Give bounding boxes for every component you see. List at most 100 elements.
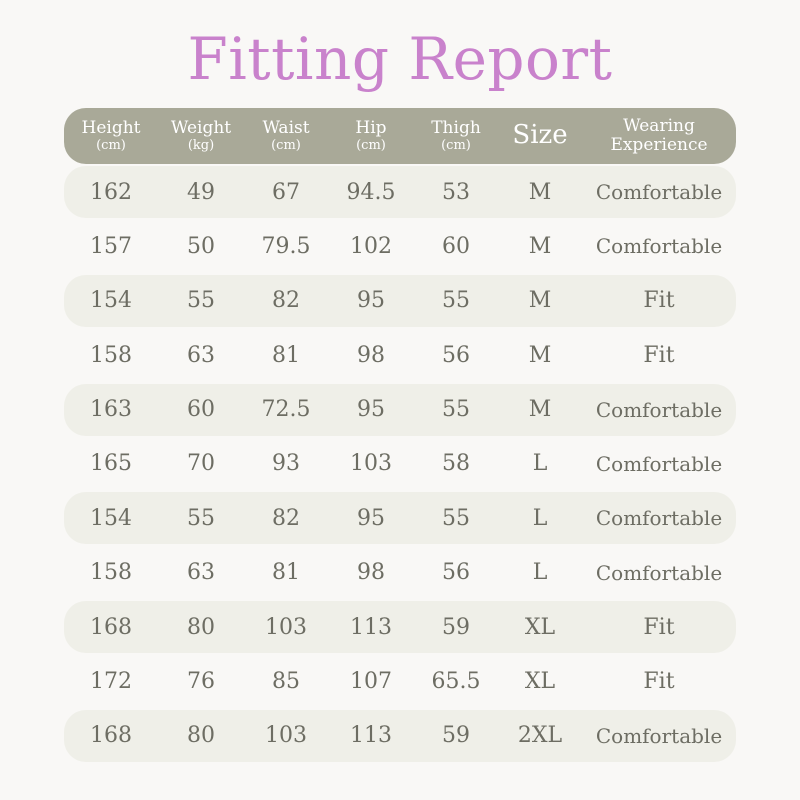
cell-waist: 81 [272, 342, 300, 368]
table-row: 168 80 103 113 59 XL Fit [64, 601, 736, 654]
cell-weight: 55 [187, 288, 215, 314]
cell-size: M [528, 342, 552, 368]
table-row: 158 63 81 98 56 L Comfortable [64, 547, 736, 599]
cell-thigh: 60 [442, 233, 470, 259]
header-thigh-unit: (cm) [441, 137, 471, 153]
cell-waist: 72.5 [261, 397, 311, 423]
cell-size: L [532, 451, 548, 477]
cell-thigh: 55 [442, 397, 470, 423]
cell-waist: 93 [272, 451, 300, 477]
cell-experience: Fit [643, 342, 675, 368]
cell-height: 168 [90, 614, 132, 640]
cell-height: 165 [90, 451, 132, 477]
cell-thigh: 58 [442, 451, 470, 477]
cell-height: 163 [90, 397, 132, 423]
cell-weight: 80 [187, 723, 215, 749]
cell-waist: 85 [272, 669, 300, 695]
cell-height: 168 [90, 723, 132, 749]
table-row: 163 60 72.5 95 55 M Comfortable [64, 383, 736, 436]
cell-size: M [528, 397, 552, 423]
table-row: 172 76 85 107 65.5 XL Fit [64, 656, 736, 708]
cell-waist: 82 [272, 505, 300, 531]
header-thigh-label: Thigh [431, 117, 481, 138]
cell-size: XL [524, 669, 556, 695]
cell-experience: Comfortable [595, 397, 723, 422]
header-height: Height (cm) [64, 117, 158, 153]
table-row: 162 49 67 94.5 53 M Comfortable [64, 166, 736, 218]
cell-height: 157 [90, 233, 132, 259]
page-title: Fitting Report [187, 25, 613, 93]
cell-waist: 82 [272, 288, 300, 314]
cell-hip: 98 [357, 560, 385, 586]
header-thigh: Thigh (cm) [414, 117, 498, 153]
table-body: 162 49 67 94.5 53 M Comfortable 157 50 79.5 102 60 M… [64, 166, 736, 762]
cell-experience: Fit [643, 614, 675, 640]
cell-thigh: 65.5 [431, 669, 481, 695]
cell-thigh: 53 [442, 179, 470, 205]
cell-height: 154 [90, 288, 132, 314]
table-header: Height (cm) Weight (kg) Waist (cm) Hip (… [64, 108, 736, 164]
cell-size: XL [524, 614, 556, 640]
table-row: 168 80 103 113 59 2XL Comfortable [64, 709, 736, 762]
cell-hip: 102 [350, 233, 392, 259]
cell-weight: 76 [187, 669, 215, 695]
header-weight-unit: (kg) [187, 137, 215, 153]
header-height-label: Height [81, 117, 141, 138]
header-waist: Waist (cm) [244, 117, 328, 153]
header-wearing-label: Wearing [623, 116, 695, 136]
cell-waist: 103 [265, 723, 307, 749]
table-row: 158 63 81 98 56 M Fit [64, 329, 736, 381]
cell-weight: 50 [187, 233, 215, 259]
cell-hip: 113 [350, 723, 392, 749]
cell-thigh: 56 [442, 560, 470, 586]
cell-size: M [528, 233, 552, 259]
cell-size: 2XL [517, 723, 563, 749]
header-hip: Hip (cm) [328, 117, 414, 153]
table-row: 154 55 82 95 55 L Comfortable [64, 492, 736, 545]
cell-height: 158 [90, 560, 132, 586]
cell-hip: 95 [357, 397, 385, 423]
header-weight-label: Weight [170, 117, 232, 138]
cell-waist: 103 [265, 614, 307, 640]
cell-experience: Comfortable [595, 451, 723, 476]
cell-experience: Comfortable [595, 560, 723, 585]
cell-weight: 55 [187, 505, 215, 531]
cell-weight: 80 [187, 614, 215, 640]
cell-size: M [528, 288, 552, 314]
cell-waist: 81 [272, 560, 300, 586]
header-height-unit: (cm) [96, 137, 126, 153]
cell-hip: 94.5 [346, 179, 396, 205]
cell-waist: 67 [272, 179, 300, 205]
cell-size: L [532, 560, 548, 586]
cell-hip: 113 [350, 614, 392, 640]
fitting-table: Height (cm) Weight (kg) Waist (cm) Hip (… [64, 108, 736, 764]
header-experience-label: Experience [610, 135, 708, 155]
header-wearing-experience: Wearing Experience [582, 117, 736, 155]
cell-experience: Fit [643, 288, 675, 314]
header-hip-label: Hip [355, 117, 387, 138]
header-waist-label: Waist [262, 117, 310, 138]
cell-experience: Comfortable [595, 234, 723, 259]
cell-thigh: 55 [442, 505, 470, 531]
cell-weight: 63 [187, 342, 215, 368]
header-weight: Weight (kg) [158, 117, 244, 153]
cell-size: M [528, 179, 552, 205]
cell-size: L [532, 505, 548, 531]
cell-hip: 95 [357, 288, 385, 314]
cell-weight: 70 [187, 451, 215, 477]
header-waist-unit: (cm) [271, 137, 301, 153]
cell-experience: Fit [643, 669, 675, 695]
header-size: Size [512, 120, 568, 151]
cell-thigh: 56 [442, 342, 470, 368]
cell-experience: Comfortable [595, 723, 723, 748]
cell-height: 172 [90, 669, 132, 695]
cell-hip: 95 [357, 505, 385, 531]
cell-hip: 107 [350, 669, 392, 695]
header-hip-unit: (cm) [356, 137, 386, 153]
cell-height: 158 [90, 342, 132, 368]
cell-experience: Comfortable [595, 180, 723, 204]
cell-weight: 60 [187, 397, 215, 423]
cell-thigh: 55 [442, 288, 470, 314]
cell-hip: 98 [357, 342, 385, 368]
cell-waist: 79.5 [261, 233, 311, 259]
